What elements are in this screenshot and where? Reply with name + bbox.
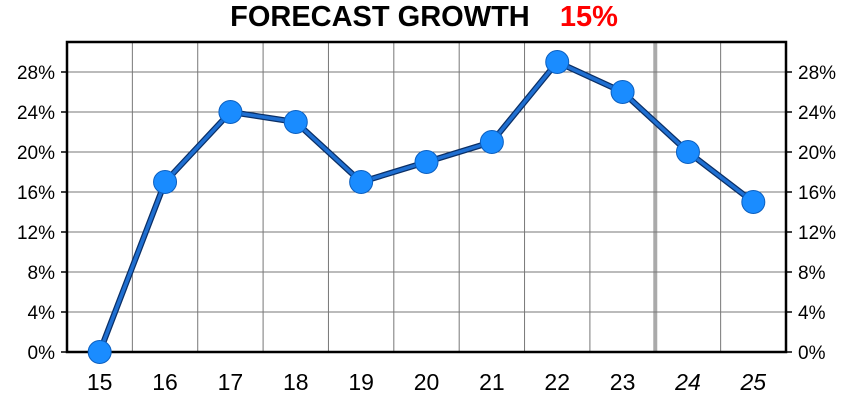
y-tick-label-right: 16% (798, 183, 836, 204)
chart-title-label: FORECAST GROWTH (230, 1, 530, 33)
x-tick-label: 21 (479, 369, 505, 395)
y-tick-label-left: 20% (17, 143, 55, 164)
x-axis: 15 16 17 18 19 20 21 22 23 24 25 (87, 369, 766, 395)
y-tick-label-right: 20% (798, 143, 836, 164)
x-tick-label: 20 (414, 369, 440, 395)
y-tick-label-right: 8% (798, 263, 826, 284)
grid-lines (67, 42, 786, 352)
data-point (675, 140, 700, 164)
data-point (218, 100, 243, 124)
y-tick-label-right: 28% (798, 63, 836, 84)
x-tick-label: 18 (283, 369, 309, 395)
chart-title-value: 15% (560, 1, 618, 33)
y-tick-label-left: 8% (28, 263, 56, 284)
data-point (610, 80, 635, 104)
data-point (741, 190, 766, 214)
data-point (283, 110, 308, 134)
data-point (414, 150, 439, 174)
x-tick-label: 22 (544, 369, 570, 395)
y-tick-label-left: 12% (17, 223, 55, 244)
y-tick-label-left: 0% (28, 343, 56, 364)
data-point (87, 340, 112, 364)
y-tick-label-left: 28% (17, 63, 55, 84)
x-tick-label: 16 (152, 369, 178, 395)
y-tick-label-left: 4% (28, 303, 56, 324)
chart-title: FORECAST GROWTH 15% (230, 1, 618, 33)
y-tick-label-right: 24% (798, 103, 836, 124)
x-tick-label: 23 (610, 369, 636, 395)
x-tick-label: 17 (218, 369, 244, 395)
y-tick-label-left: 16% (17, 183, 55, 204)
data-point (349, 170, 374, 194)
x-tick-label: 15 (87, 369, 113, 395)
y-tick-label-left: 24% (17, 103, 55, 124)
series-points (87, 50, 766, 364)
y-tick-label-right: 4% (798, 303, 826, 324)
x-tick-label: 24 (674, 369, 701, 395)
data-point (153, 170, 178, 194)
data-point (479, 130, 504, 154)
y-axis-right: 0% 4% 8% 12% 16% 20% 24% 28% (786, 63, 836, 364)
plot-border (65, 40, 788, 354)
data-point (545, 50, 570, 74)
x-tick-label: 25 (740, 369, 767, 395)
y-tick-label-right: 0% (798, 343, 826, 364)
x-tick-label: 19 (348, 369, 374, 395)
y-tick-label-right: 12% (798, 223, 836, 244)
y-axis-left: 0% 4% 8% 12% 16% 20% 24% 28% (17, 63, 67, 364)
